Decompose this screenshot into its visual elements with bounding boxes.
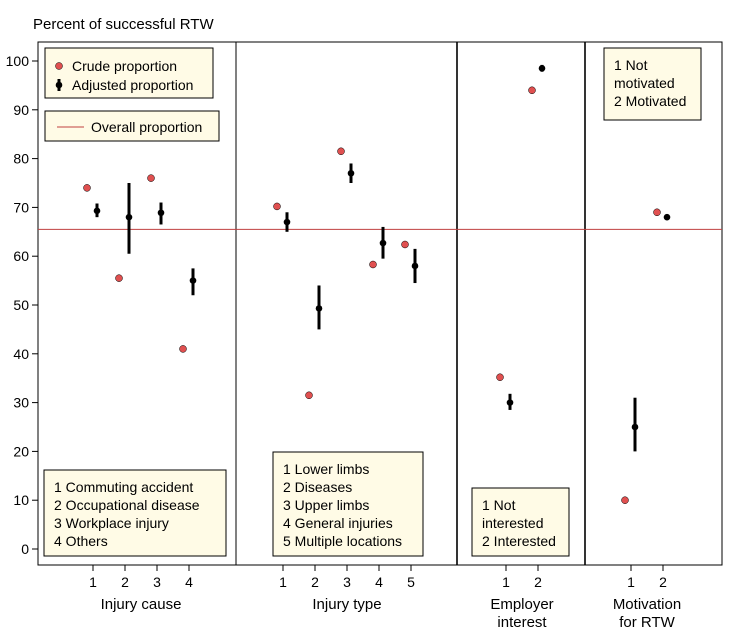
- panel-axis-title: Motivation: [613, 596, 681, 613]
- y-tick-label: 20: [13, 443, 29, 459]
- x-tick-label: 1: [627, 574, 635, 590]
- x-tick-label: 3: [343, 574, 351, 590]
- legend-crude-marker: [55, 62, 63, 70]
- crude-point: [528, 86, 536, 95]
- category-key-box: [471, 487, 570, 557]
- category-key-box: [272, 451, 424, 557]
- category-key-line: interested: [482, 515, 543, 531]
- x-tick-label: 2: [659, 574, 667, 590]
- panel-axis-title: for RTW: [619, 614, 675, 631]
- x-tick-label: 1: [502, 574, 510, 590]
- crude-point: [653, 208, 661, 217]
- y-tick-label: 90: [13, 102, 29, 118]
- y-tick-label: 40: [13, 346, 29, 362]
- category-key-line: motivated: [614, 75, 675, 91]
- category-key-line: 4 General injuries: [283, 515, 393, 531]
- x-tick-label: 3: [153, 574, 161, 590]
- category-key-line: 4 Others: [54, 533, 108, 549]
- crude-point: [305, 391, 313, 400]
- legend-overall-box: [44, 110, 220, 142]
- y-tick-label: 60: [13, 248, 29, 264]
- category-key-line: 3 Workplace injury: [54, 515, 169, 531]
- y-tick-label: 30: [13, 395, 29, 411]
- category-key-line: 1 Not: [482, 497, 516, 513]
- category-key-line: 2 Diseases: [283, 479, 352, 495]
- adjusted-point: [538, 65, 546, 72]
- category-key-line: 2 Interested: [482, 533, 556, 549]
- legend-box: [44, 47, 214, 99]
- crude-point: [273, 202, 281, 211]
- category-key-line: 3 Upper limbs: [283, 497, 369, 513]
- category-key-line: 2 Occupational disease: [54, 497, 200, 513]
- adjusted-point: [189, 277, 197, 284]
- x-tick-label: 2: [121, 574, 129, 590]
- x-tick-label: 5: [407, 574, 415, 590]
- adjusted-point: [93, 207, 101, 215]
- x-tick-label: 2: [534, 574, 542, 590]
- panel-axis-title: Employer: [490, 596, 553, 613]
- crude-point: [179, 345, 187, 353]
- adjusted-point: [347, 169, 355, 177]
- plot-frame: [37, 41, 723, 566]
- crude-point: [115, 274, 123, 282]
- crude-point: [337, 147, 345, 156]
- legend-overall-label: Overall proportion: [91, 119, 202, 135]
- panel-axis-title: interest: [497, 614, 547, 631]
- crude-point: [369, 260, 377, 269]
- adjusted-point: [411, 262, 419, 270]
- category-key-box: [603, 47, 702, 121]
- y-tick-label: 100: [6, 53, 30, 69]
- plot-area: 0 10 20 30 40 50 60 70 80 90 100 1 Commuting accide…: [6, 41, 723, 631]
- x-tick-label: 2: [311, 574, 319, 590]
- crude-point: [401, 240, 409, 249]
- adjusted-point: [125, 213, 133, 221]
- category-key-line: 1 Not: [614, 57, 648, 73]
- adjusted-point: [631, 423, 639, 431]
- crude-point: [621, 496, 629, 504]
- adjusted-point: [157, 209, 165, 217]
- y-tick-label: 70: [13, 199, 29, 215]
- adjusted-point: [283, 218, 291, 226]
- x-tick-label: 1: [89, 574, 97, 590]
- category-key-line: 5 Multiple locations: [283, 533, 402, 549]
- chart-title: Percent of successful RTW: [33, 16, 214, 33]
- adjusted-point: [379, 239, 387, 247]
- legend-adjusted-marker: [55, 81, 63, 89]
- category-key-line: 1 Lower limbs: [283, 461, 369, 477]
- adjusted-point: [315, 305, 323, 312]
- panel-axis-title: Injury type: [312, 596, 381, 613]
- y-tick-label: 0: [21, 541, 29, 557]
- category-key-line: 1 Commuting accident: [54, 479, 193, 495]
- legend-crude-label: Crude proportion: [72, 58, 177, 74]
- panel-axis-title: Injury cause: [101, 596, 182, 613]
- crude-point: [496, 373, 504, 381]
- crude-point: [83, 184, 91, 192]
- y-tick-label: 80: [13, 151, 29, 167]
- x-tick-label: 4: [375, 574, 383, 590]
- category-key-line: 2 Motivated: [614, 93, 686, 109]
- x-tick-label: 1: [279, 574, 287, 590]
- crude-point: [147, 174, 155, 182]
- x-tick-label: 4: [185, 574, 193, 590]
- y-tick-label: 10: [13, 492, 29, 508]
- adjusted-point: [506, 399, 514, 406]
- legend-adjusted-label: Adjusted proportion: [72, 77, 193, 93]
- adjusted-point: [663, 213, 671, 221]
- category-key-box: [43, 469, 227, 557]
- y-tick-label: 50: [13, 297, 29, 313]
